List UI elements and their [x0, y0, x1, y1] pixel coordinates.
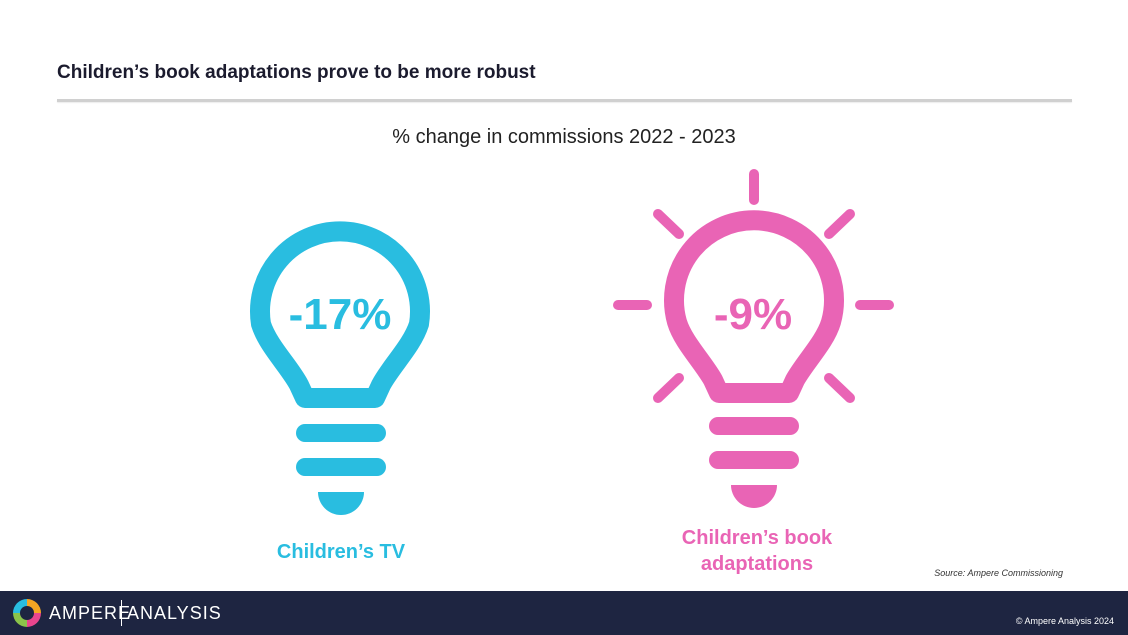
category-label-line: Children’s TV — [276, 541, 406, 563]
chart-title: % change in commissions 2022 - 2023 — [392, 126, 736, 148]
light-ray — [653, 209, 684, 239]
pictogram-chart — [250, 169, 894, 515]
bulb-tip — [731, 485, 777, 508]
light-ray — [824, 209, 855, 239]
source-note: Source: Ampere Commissioning — [934, 568, 1063, 578]
bulb-base-bar — [296, 458, 386, 476]
category-label-line: Children’s book — [681, 527, 833, 549]
lightbulb-icon — [250, 221, 430, 515]
bulb-glass — [664, 210, 844, 403]
light-ray — [653, 373, 684, 403]
footer-bar: AMPERE ANALYSIS © Ampere Analysis 2024 — [0, 591, 1128, 635]
bulb-tip — [318, 492, 364, 515]
title-divider — [57, 99, 1072, 102]
copyright-text: © Ampere Analysis 2024 — [1015, 616, 1114, 626]
category-label-line: adaptations — [700, 553, 814, 575]
light-rays — [613, 169, 894, 403]
slide-title: Children’s book adaptations prove to be … — [57, 62, 536, 83]
brand-subname: ANALYSIS — [127, 603, 222, 623]
bulb-base-bar — [709, 417, 799, 435]
bulb-glass — [250, 221, 430, 408]
category-label: Children’s book adaptations — [627, 525, 887, 577]
ampere-logo-icon — [13, 599, 41, 627]
bulb-base-bar — [296, 424, 386, 442]
brand-divider — [121, 600, 122, 626]
category-label: Children’s TV — [211, 539, 471, 565]
brand-name: AMPERE — [49, 603, 132, 623]
data-label: -17% — [288, 290, 392, 339]
data-label: -9% — [713, 290, 793, 339]
light-ray — [824, 373, 855, 403]
bulb-base-bar — [709, 451, 799, 469]
lightbulb-icon — [613, 169, 894, 508]
